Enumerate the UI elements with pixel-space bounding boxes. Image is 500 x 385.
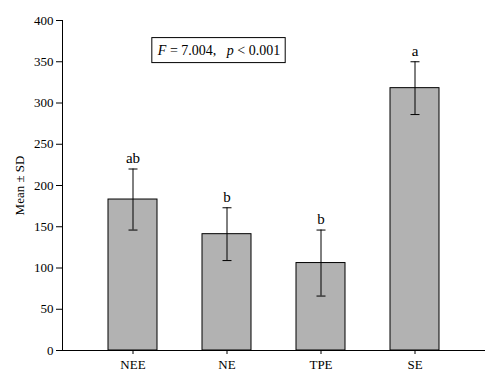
svg-text:400: 400 — [34, 13, 54, 28]
svg-text:b: b — [317, 211, 325, 227]
svg-text:a: a — [412, 43, 419, 59]
svg-text:300: 300 — [34, 95, 54, 110]
svg-text:150: 150 — [34, 219, 54, 234]
svg-text:0: 0 — [47, 343, 54, 358]
svg-text:TPE: TPE — [309, 357, 332, 372]
svg-text:250: 250 — [34, 136, 54, 151]
svg-text:100: 100 — [34, 260, 54, 275]
svg-text:200: 200 — [34, 178, 54, 193]
svg-text:F = 7.004, p < 0.001: F = 7.004, p < 0.001 — [157, 43, 280, 58]
svg-text:Mean ± SD: Mean ± SD — [12, 156, 27, 216]
svg-text:ab: ab — [126, 150, 140, 166]
svg-text:NE: NE — [218, 357, 235, 372]
svg-text:b: b — [223, 189, 231, 205]
svg-text:SE: SE — [407, 357, 422, 372]
svg-text:50: 50 — [41, 301, 54, 316]
svg-text:NEE: NEE — [120, 357, 145, 372]
svg-text:350: 350 — [34, 54, 54, 69]
